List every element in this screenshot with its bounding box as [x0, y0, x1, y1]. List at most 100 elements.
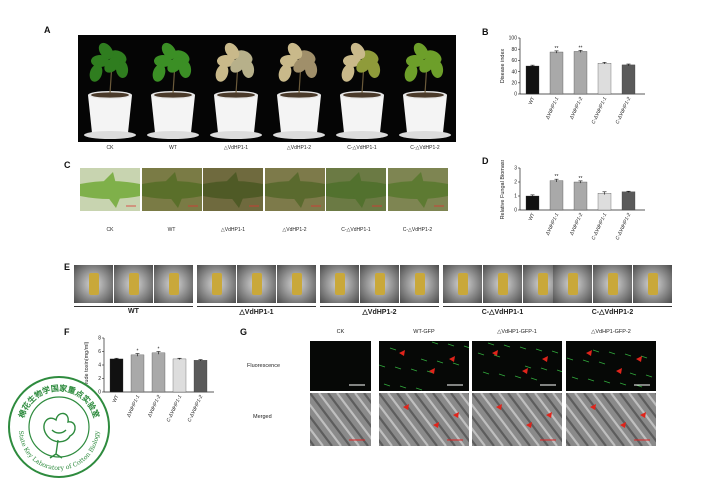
arrow-marker	[586, 350, 592, 356]
arrow-marker	[616, 368, 622, 374]
significance-mark: **	[579, 45, 583, 51]
plant-caption: WT	[169, 145, 177, 151]
y-tick-label: 2	[98, 376, 101, 382]
stem-segment	[567, 273, 578, 295]
culture-plate-photo	[320, 265, 359, 303]
stem-segment	[607, 273, 618, 295]
bar	[525, 65, 540, 95]
micro-column-label: WT-GFP	[413, 329, 435, 335]
bar	[621, 64, 636, 95]
significance-mark: **	[579, 176, 583, 182]
y-tick-label: 8	[98, 336, 101, 342]
culture-plate-photo	[114, 265, 153, 303]
stem-segment	[457, 273, 468, 295]
bar	[573, 51, 588, 95]
x-tick-label: C-ΔVdHP1-2	[615, 212, 633, 241]
arrow-marker	[542, 356, 548, 362]
stem-segment	[647, 273, 658, 295]
fluorescence-image	[566, 341, 656, 391]
x-tick-label: C-ΔVdHP1-1	[591, 96, 609, 125]
cotton-boll-icon	[43, 412, 76, 459]
merged-image	[472, 393, 562, 446]
y-axis-label: Disease index	[500, 48, 506, 83]
bar	[151, 352, 166, 393]
fluorescence-image	[379, 341, 469, 391]
stem-section-photo	[141, 168, 202, 211]
y-tick-label: 40	[511, 69, 517, 75]
panel-label-f: F	[64, 327, 70, 337]
x-tick-label: C-ΔVdHP1-1	[591, 212, 609, 241]
arrow-marker	[546, 412, 552, 418]
culture-plate-photo	[277, 265, 316, 303]
bar	[597, 193, 612, 211]
bar	[573, 181, 588, 211]
stem-section-photo	[80, 168, 140, 211]
chart-d: 0 1 2 3 Relative Fungal Biomass WT ** ΔVdHP1-1 *…	[500, 160, 645, 241]
y-tick-label: 4	[98, 363, 101, 369]
y-tick-label: 3	[514, 166, 517, 172]
y-tick-label: 80	[511, 47, 517, 53]
y-tick-label: 0	[514, 208, 517, 214]
x-tick-label: ΔVdHP1-1	[544, 212, 560, 237]
panel-label-c: C	[64, 160, 71, 170]
stem-caption: WT	[167, 227, 176, 233]
bar	[549, 51, 564, 95]
culture-plate-photo	[593, 265, 632, 303]
y-tick-label: 1	[514, 194, 517, 200]
y-axis-label: Relative Fungal Biomass	[500, 160, 506, 219]
stem-section-photo	[326, 168, 386, 211]
arrow-marker	[496, 404, 502, 410]
culture-plate-photo	[400, 265, 439, 303]
stem-caption: C-△VdHP1-2	[402, 227, 433, 233]
group-label: C-△VdHP1-1	[481, 309, 524, 316]
arrow-marker	[433, 422, 439, 428]
stem-section-photo	[387, 168, 448, 211]
lab-logo-seal: 棉花生物学国家重点实验室 State Key Laboratory of Cot…	[8, 376, 110, 478]
chart-f: 0 2 4 6 8 Crude toxin(mg/ml) WT * ΔVdHP1-1 * ΔVdHP…	[84, 336, 214, 423]
group-underline	[443, 306, 562, 307]
stem-segment	[291, 273, 302, 295]
merged-image	[379, 393, 469, 446]
group-underline	[74, 306, 193, 307]
bar	[597, 63, 612, 95]
x-tick-label: WT	[528, 212, 537, 222]
y-tick-label: 100	[509, 36, 518, 42]
culture-plate-photo	[74, 265, 113, 303]
panel-label-d: D	[482, 156, 489, 166]
arrow-marker	[449, 356, 455, 362]
arrow-marker	[526, 422, 532, 428]
x-tick-label: ΔVdHP1-1	[125, 394, 141, 419]
y-tick-label: 2	[514, 180, 517, 186]
pot-plant	[273, 42, 325, 139]
stem-segment	[537, 273, 548, 295]
stem-segment	[251, 273, 262, 295]
stem-segment	[497, 273, 508, 295]
stem-caption: △VdHP1-1	[220, 227, 246, 233]
arrow-marker	[403, 404, 409, 410]
plant-caption: △VdHP1-2	[286, 145, 312, 151]
y-axis-label: Crude toxin(mg/ml)	[84, 341, 90, 388]
arrow-marker	[453, 412, 459, 418]
stem-caption: C-△VdHP1-1	[341, 227, 371, 233]
x-tick-label: ΔVdHP1-2	[146, 394, 162, 419]
plant-caption: C-△VdHP1-2	[410, 145, 440, 151]
culture-plate-photo	[360, 265, 399, 303]
bar	[193, 360, 208, 393]
arrow-marker	[636, 356, 642, 362]
stem-segment	[128, 273, 139, 295]
fluorescence-image	[310, 341, 371, 391]
group-label: WT	[128, 308, 139, 315]
pot-plant	[336, 42, 388, 139]
stem-section-photo	[264, 168, 325, 211]
group-label: C-△VdHP1-2	[591, 309, 634, 316]
culture-plate-photo	[633, 265, 672, 303]
significance-mark: *	[158, 347, 160, 353]
stem-segment	[211, 273, 222, 295]
stem-caption: CK	[106, 227, 114, 233]
plant-caption: △VdHP1-1	[223, 145, 249, 151]
x-tick-label: C-ΔVdHP1-2	[187, 394, 205, 423]
culture-plate-photo	[154, 265, 193, 303]
arrow-marker	[429, 368, 435, 374]
x-tick-label: C-ΔVdHP1-1	[166, 394, 184, 423]
